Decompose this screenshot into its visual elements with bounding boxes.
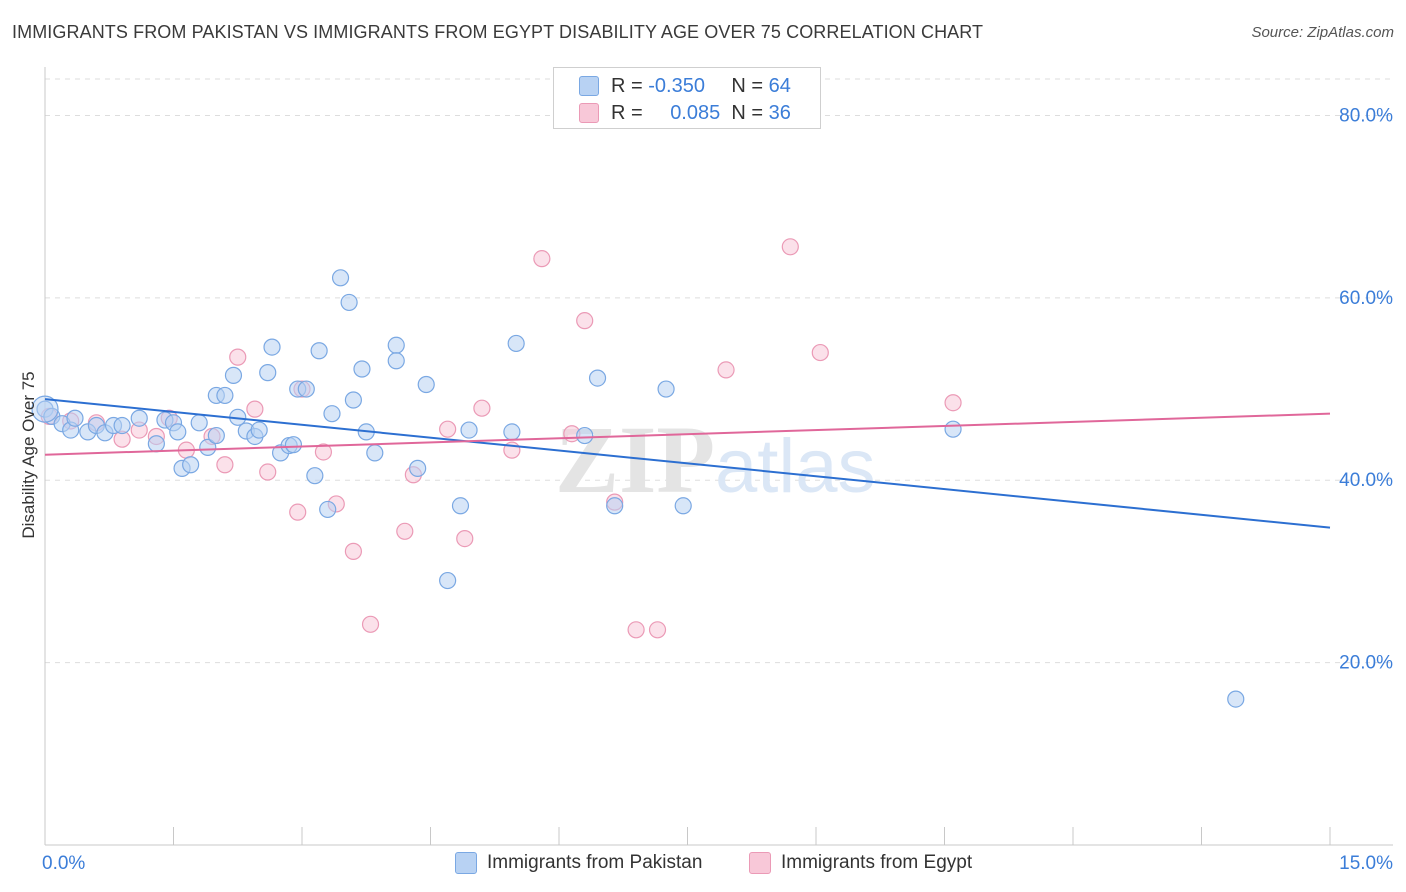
- trend-line-egypt: [44, 412, 1331, 456]
- data-point-egypt: [648, 621, 667, 639]
- data-point-pakistan: [207, 426, 225, 445]
- data-point-pakistan: [130, 409, 148, 427]
- legend-n-label: N =: [731, 101, 764, 124]
- trend-line-pakistan: [44, 398, 1331, 529]
- data-point-egypt: [396, 522, 414, 540]
- data-point-egypt: [216, 456, 234, 474]
- y-axis-label: Disability Age Over 75: [19, 371, 38, 538]
- data-point-egypt: [473, 399, 491, 417]
- series-pakistan-points: [31, 269, 1245, 708]
- legend-r-value: -0.350: [648, 74, 705, 97]
- chart-title: IMMIGRANTS FROM PAKISTAN VS IMMIGRANTS F…: [12, 22, 984, 42]
- x-tick-label: 15.0%: [1339, 853, 1393, 874]
- trend-lines: [44, 398, 1331, 529]
- bottom-legend-pakistan: Immigrants from Pakistan: [455, 849, 702, 877]
- data-point-pakistan: [417, 375, 435, 394]
- data-point-pakistan: [366, 444, 384, 462]
- data-point-egypt: [229, 348, 247, 366]
- data-point-pakistan: [340, 293, 358, 312]
- data-point-pakistan: [182, 456, 200, 474]
- watermark-zip: ZIP: [555, 406, 715, 513]
- legend-row-pakistan: R = -0.350 N = 64: [579, 73, 791, 99]
- data-point-pakistan: [944, 420, 962, 438]
- data-point-egypt: [289, 503, 307, 521]
- watermark-atlas: atlas: [715, 424, 876, 509]
- data-point-pakistan: [460, 421, 478, 439]
- data-point-egypt: [439, 420, 457, 438]
- data-point-pakistan: [674, 497, 692, 515]
- data-point-egypt: [361, 615, 380, 633]
- data-point-pakistan: [588, 369, 607, 387]
- legend-n-label: N =: [731, 74, 764, 97]
- bottom-legend-label-pakistan: Immigrants from Pakistan: [487, 852, 703, 873]
- data-point-pakistan: [113, 416, 131, 435]
- x-tick-label: 0.0%: [42, 853, 85, 874]
- legend-n-value: 64: [768, 74, 791, 97]
- data-point-pakistan: [323, 405, 341, 423]
- data-point-pakistan: [606, 497, 624, 515]
- legend-swatch-egypt: [579, 103, 599, 123]
- data-point-pakistan: [576, 426, 594, 445]
- legend-r-value: 0.085: [670, 101, 721, 124]
- data-point-egypt: [456, 529, 474, 548]
- data-point-pakistan: [507, 334, 525, 353]
- data-point-pakistan: [353, 360, 371, 378]
- data-point-pakistan: [409, 459, 427, 477]
- source-credit: Source: ZipAtlas.com: [1251, 24, 1394, 41]
- data-point-egypt: [811, 343, 829, 362]
- legend-row-egypt: R = 0.085 N = 36: [579, 100, 791, 126]
- data-point-pakistan: [297, 380, 315, 398]
- y-tick-label: 80.0%: [1339, 105, 1393, 126]
- data-point-pakistan: [259, 364, 277, 382]
- bottom-legend-swatch-egypt: [749, 852, 771, 874]
- data-point-pakistan: [344, 391, 362, 409]
- data-point-pakistan: [451, 497, 470, 515]
- legend-n-value: 36: [768, 101, 791, 124]
- data-point-pakistan: [31, 395, 59, 423]
- data-point-egypt: [314, 443, 333, 461]
- data-point-pakistan: [657, 380, 675, 398]
- data-point-egypt: [717, 361, 735, 379]
- data-point-egypt: [259, 463, 277, 481]
- legend-r-label: R =: [611, 101, 643, 124]
- data-point-pakistan: [310, 342, 328, 360]
- data-point-pakistan: [224, 366, 243, 384]
- data-point-pakistan: [503, 423, 521, 441]
- bottom-legend-egypt: Immigrants from Egypt: [749, 849, 972, 877]
- data-point-pakistan: [387, 336, 405, 354]
- data-point-egypt: [627, 621, 645, 639]
- data-point-egypt: [246, 400, 264, 418]
- stats-legend: R = -0.350 N = 64 R = 0.085 N = 36: [553, 67, 821, 129]
- data-point-pakistan: [331, 269, 350, 287]
- data-point-pakistan: [147, 435, 165, 453]
- y-tick-label: 60.0%: [1339, 288, 1393, 309]
- legend-swatch-pakistan: [579, 76, 599, 96]
- data-point-egypt: [944, 394, 962, 412]
- data-point-egypt: [576, 312, 594, 330]
- tick-labels: 20.0% 40.0% 60.0% 80.0% 0.0% 15.0%: [42, 105, 1393, 874]
- y-tick-label: 20.0%: [1339, 653, 1393, 674]
- bottom-legend-swatch-pakistan: [455, 852, 477, 874]
- data-point-pakistan: [319, 500, 337, 519]
- data-point-pakistan: [263, 338, 281, 356]
- legend-r-label: R =: [611, 74, 643, 97]
- data-point-pakistan: [439, 571, 457, 590]
- data-point-pakistan: [169, 423, 187, 441]
- data-point-pakistan: [387, 352, 405, 370]
- data-point-egypt: [344, 542, 362, 560]
- data-point-pakistan: [1227, 690, 1245, 708]
- data-point-egypt: [533, 250, 551, 268]
- data-point-pakistan: [216, 386, 234, 405]
- y-tick-label: 40.0%: [1339, 470, 1393, 491]
- axes: [44, 67, 1393, 846]
- data-point-egypt: [781, 238, 799, 256]
- data-point-pakistan: [284, 436, 303, 454]
- data-point-pakistan: [306, 467, 324, 485]
- data-point-pakistan: [250, 421, 268, 439]
- data-point-pakistan: [199, 438, 217, 457]
- data-point-pakistan: [190, 414, 208, 432]
- bottom-legend-label-egypt: Immigrants from Egypt: [781, 852, 973, 873]
- data-point-pakistan: [66, 409, 84, 427]
